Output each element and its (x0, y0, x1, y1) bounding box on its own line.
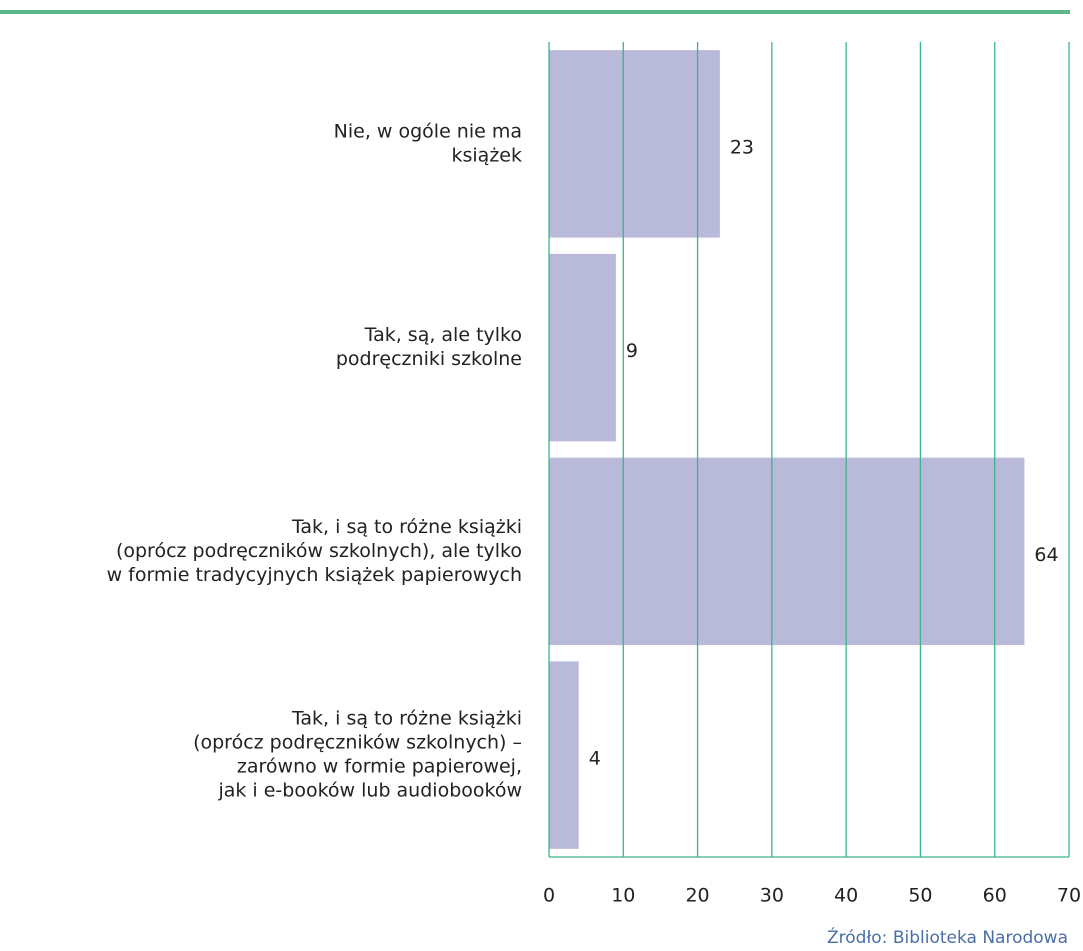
bar (549, 457, 1025, 646)
category-label: zarówno w formie papierowej, (237, 756, 522, 778)
category-label: (oprócz podręczników szkolnych), ale tyl… (116, 540, 522, 562)
bar (549, 661, 579, 849)
category-label: Nie, w ogóle nie ma (334, 120, 522, 142)
bar (549, 253, 616, 442)
x-tick-label: 70 (1057, 885, 1081, 907)
value-label: 64 (1034, 544, 1058, 566)
value-label: 4 (589, 748, 601, 770)
x-tick-label: 20 (685, 885, 709, 907)
x-tick-label: 50 (908, 885, 932, 907)
x-tick-label: 10 (611, 885, 635, 907)
value-label: 9 (626, 340, 638, 362)
bar (549, 50, 720, 238)
category-label: Tak, i są to różne książki (291, 708, 522, 730)
category-label: jak i e-booków lub audiobooków (217, 780, 522, 802)
x-tick-label: 40 (834, 885, 858, 907)
value-label: 23 (730, 136, 754, 158)
x-tick-label: 30 (760, 885, 784, 907)
category-label: książek (452, 144, 523, 166)
category-label: Tak, i są to różne książki (291, 516, 522, 538)
category-label: w formie tradycyjnych książek papierowyc… (107, 564, 522, 586)
category-label: (oprócz podręczników szkolnych) – (193, 732, 522, 754)
category-label: Tak, są, ale tylko (364, 324, 522, 346)
x-tick-label: 0 (543, 885, 555, 907)
category-label: podręczniki szkolne (336, 348, 522, 370)
x-tick-label: 60 (983, 885, 1007, 907)
source: Źródło: Biblioteka Narodowa (827, 926, 1068, 948)
top-rule (0, 10, 1070, 14)
